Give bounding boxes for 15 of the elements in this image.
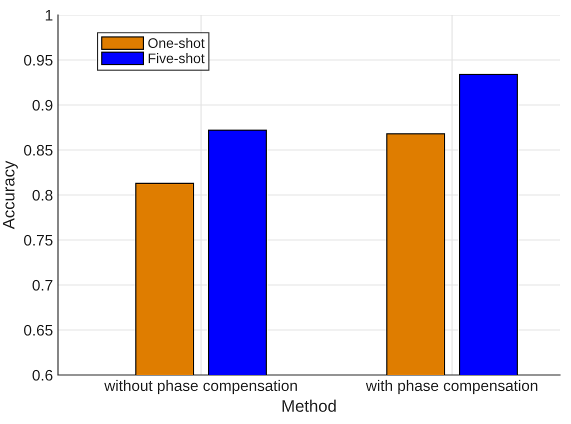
y-tick-label: 0.65 <box>24 324 52 336</box>
y-tick-label: 0.8 <box>32 190 52 201</box>
y-tick-label: 1 <box>46 10 52 21</box>
y-tick-label: 0.9 <box>32 100 52 111</box>
x-axis-title: Method <box>282 400 336 412</box>
y-tick-label: 0.6 <box>32 370 52 381</box>
y-axis-title: Accuracy <box>2 160 18 230</box>
legend-label: One-shot <box>148 38 205 48</box>
y-tick-label: 0.85 <box>24 144 52 156</box>
x-tick-label: without phase compensation <box>104 380 297 394</box>
y-tick-label: 0.95 <box>24 54 52 66</box>
x-tick-label: with phase compensation <box>366 380 538 394</box>
legend-label: Five-shot <box>148 53 205 64</box>
y-tick-label: 0.75 <box>24 234 52 246</box>
y-tick-label: 0.7 <box>32 280 52 291</box>
